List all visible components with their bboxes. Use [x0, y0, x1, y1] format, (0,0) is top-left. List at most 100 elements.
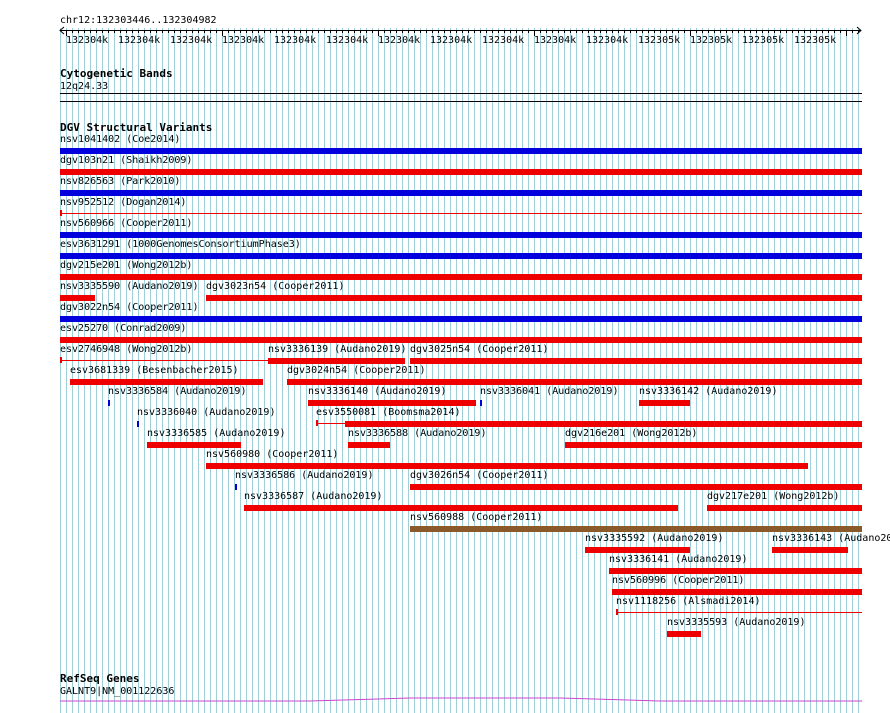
feature-bar[interactable]	[206, 463, 808, 469]
feature-bar[interactable]	[235, 484, 237, 490]
feature-end-cap	[316, 420, 318, 426]
ruler-tick-label: 132304k	[482, 35, 525, 46]
feature-label[interactable]: nsv3336584 (Audano2019)	[108, 386, 247, 397]
feature-label[interactable]: nsv3336142 (Audano2019)	[639, 386, 778, 397]
feature-bar[interactable]	[268, 358, 405, 364]
ruler-tick-label: 132304k	[534, 35, 577, 46]
feature-bar[interactable]	[480, 400, 482, 406]
feature-label[interactable]: nsv3336587 (Audano2019)	[244, 491, 383, 502]
ruler-tick-label: 132305k	[690, 35, 733, 46]
feature-label[interactable]: nsv560996 (Cooper2011)	[612, 575, 745, 586]
feature-bar[interactable]	[147, 442, 241, 448]
feature-bar[interactable]	[565, 442, 862, 448]
feature-bar[interactable]	[616, 612, 862, 613]
feature-bar[interactable]	[60, 337, 862, 343]
ruler-tick-label: 132304k	[378, 35, 421, 46]
feature-label[interactable]: nsv1118256 (Alsmadi2014)	[616, 596, 761, 607]
feature-bar[interactable]	[308, 400, 476, 406]
feature-end-cap	[60, 357, 62, 363]
refseq-gene-label[interactable]: GALNT9|NM_001122636	[60, 686, 175, 697]
feature-bar[interactable]	[60, 316, 862, 322]
feature-bar[interactable]	[707, 505, 862, 511]
feature-label[interactable]: nsv952512 (Dogan2014)	[60, 197, 187, 208]
cytoband-ideogram-line	[60, 93, 862, 94]
feature-label[interactable]: dgv216e201 (Wong2012b)	[565, 428, 698, 439]
feature-bar[interactable]	[639, 400, 690, 406]
dgv-title: DGV Structural Variants	[60, 121, 213, 134]
ruler-tick-label: 132304k	[274, 35, 317, 46]
feature-label[interactable]: nsv3335593 (Audano2019)	[667, 617, 806, 628]
feature-label[interactable]: esv25270 (Conrad2009)	[60, 323, 187, 334]
ruler-tick-label: 132304k	[430, 35, 473, 46]
feature-label[interactable]: nsv3335592 (Audano2019)	[585, 533, 724, 544]
feature-label[interactable]: nsv826563 (Park2010)	[60, 176, 181, 187]
feature-label[interactable]: dgv217e201 (Wong2012b)	[707, 491, 840, 502]
feature-bar[interactable]	[108, 400, 110, 406]
feature-label[interactable]: dgv215e201 (Wong2012b)	[60, 260, 193, 271]
feature-bar[interactable]	[244, 505, 678, 511]
refseq-title: RefSeq Genes	[60, 672, 140, 685]
feature-bar[interactable]	[410, 358, 862, 364]
feature-bar[interactable]	[60, 295, 95, 301]
ruler-tick-label: 132304k	[118, 35, 161, 46]
feature-label[interactable]: dgv3024n54 (Cooper2011)	[287, 365, 426, 376]
feature-label[interactable]: esv3550081 (Boomsma2014)	[316, 407, 461, 418]
ruler-tick-label: 132305k	[794, 35, 837, 46]
ruler-tick-label: 132304k	[326, 35, 369, 46]
feature-bar[interactable]	[60, 232, 862, 238]
feature-bar[interactable]	[348, 442, 390, 448]
feature-label[interactable]: dgv3025n54 (Cooper2011)	[410, 344, 549, 355]
feature-bar[interactable]	[137, 421, 139, 427]
location-label: chr12:132303446..132304982	[60, 15, 217, 26]
feature-label[interactable]: nsv560980 (Cooper2011)	[206, 449, 339, 460]
feature-label[interactable]: nsv3336586 (Audano2019)	[235, 470, 374, 481]
feature-bar[interactable]	[410, 526, 862, 532]
feature-label[interactable]: esv3681339 (Besenbacher2015)	[70, 365, 239, 376]
feature-label[interactable]: nsv3336588 (Audano2019)	[348, 428, 487, 439]
feature-bar[interactable]	[612, 589, 862, 595]
feature-bar[interactable]	[60, 274, 862, 280]
feature-bar[interactable]	[206, 295, 862, 301]
feature-bar[interactable]	[772, 547, 848, 553]
feature-label[interactable]: nsv3336139 (Audano2019)	[268, 344, 407, 355]
feature-bar[interactable]	[667, 631, 701, 637]
feature-label[interactable]: nsv3336585 (Audano2019)	[147, 428, 286, 439]
feature-label[interactable]: nsv560988 (Cooper2011)	[410, 512, 543, 523]
feature-label[interactable]: nsv1041402 (Coe2014)	[60, 134, 181, 145]
cytoband-title: Cytogenetic Bands	[60, 67, 173, 80]
feature-bar[interactable]	[60, 190, 862, 196]
feature-label[interactable]: dgv3026n54 (Cooper2011)	[410, 470, 549, 481]
feature-label[interactable]: dgv3023n54 (Cooper2011)	[206, 281, 345, 292]
feature-bar[interactable]	[287, 379, 862, 385]
refseq-gene-line[interactable]	[0, 695, 890, 705]
feature-bar[interactable]	[585, 547, 690, 553]
feature-bar[interactable]	[60, 148, 862, 154]
feature-end-cap	[616, 609, 618, 615]
ruler-tick-label: 132304k	[170, 35, 213, 46]
feature-bar[interactable]	[60, 253, 862, 259]
feature-label[interactable]: nsv560966 (Cooper2011)	[60, 218, 193, 229]
feature-bar[interactable]	[410, 484, 862, 490]
feature-label[interactable]: nsv3335590 (Audano2019)	[60, 281, 199, 292]
feature-bar[interactable]	[609, 568, 862, 574]
feature-label[interactable]: nsv3336041 (Audano2019)	[480, 386, 619, 397]
track-separator	[60, 101, 862, 102]
feature-label[interactable]: esv2746948 (Wong2012b)	[60, 344, 193, 355]
feature-label[interactable]: nsv3336141 (Audano2019)	[609, 554, 748, 565]
feature-bar-segment[interactable]	[345, 421, 862, 427]
ruler-tick-label: 132305k	[742, 35, 785, 46]
feature-bar[interactable]	[60, 360, 268, 361]
feature-label[interactable]: esv3631291 (1000GenomesConsortiumPhase3)	[60, 239, 301, 250]
feature-bar[interactable]	[60, 213, 862, 214]
ruler-tick-label: 132304k	[586, 35, 629, 46]
feature-label[interactable]: nsv3336143 (Audano2019)	[772, 533, 890, 544]
feature-label[interactable]: nsv3336040 (Audano2019)	[137, 407, 276, 418]
feature-label[interactable]: dgv103n21 (Shaikh2009)	[60, 155, 193, 166]
ruler-tick-label: 132305k	[638, 35, 681, 46]
feature-label[interactable]: nsv3336140 (Audano2019)	[308, 386, 447, 397]
feature-label[interactable]: dgv3022n54 (Cooper2011)	[60, 302, 199, 313]
feature-bar[interactable]	[60, 169, 862, 175]
ruler-tick-label: 132304k	[222, 35, 265, 46]
feature-bar[interactable]	[70, 379, 263, 385]
